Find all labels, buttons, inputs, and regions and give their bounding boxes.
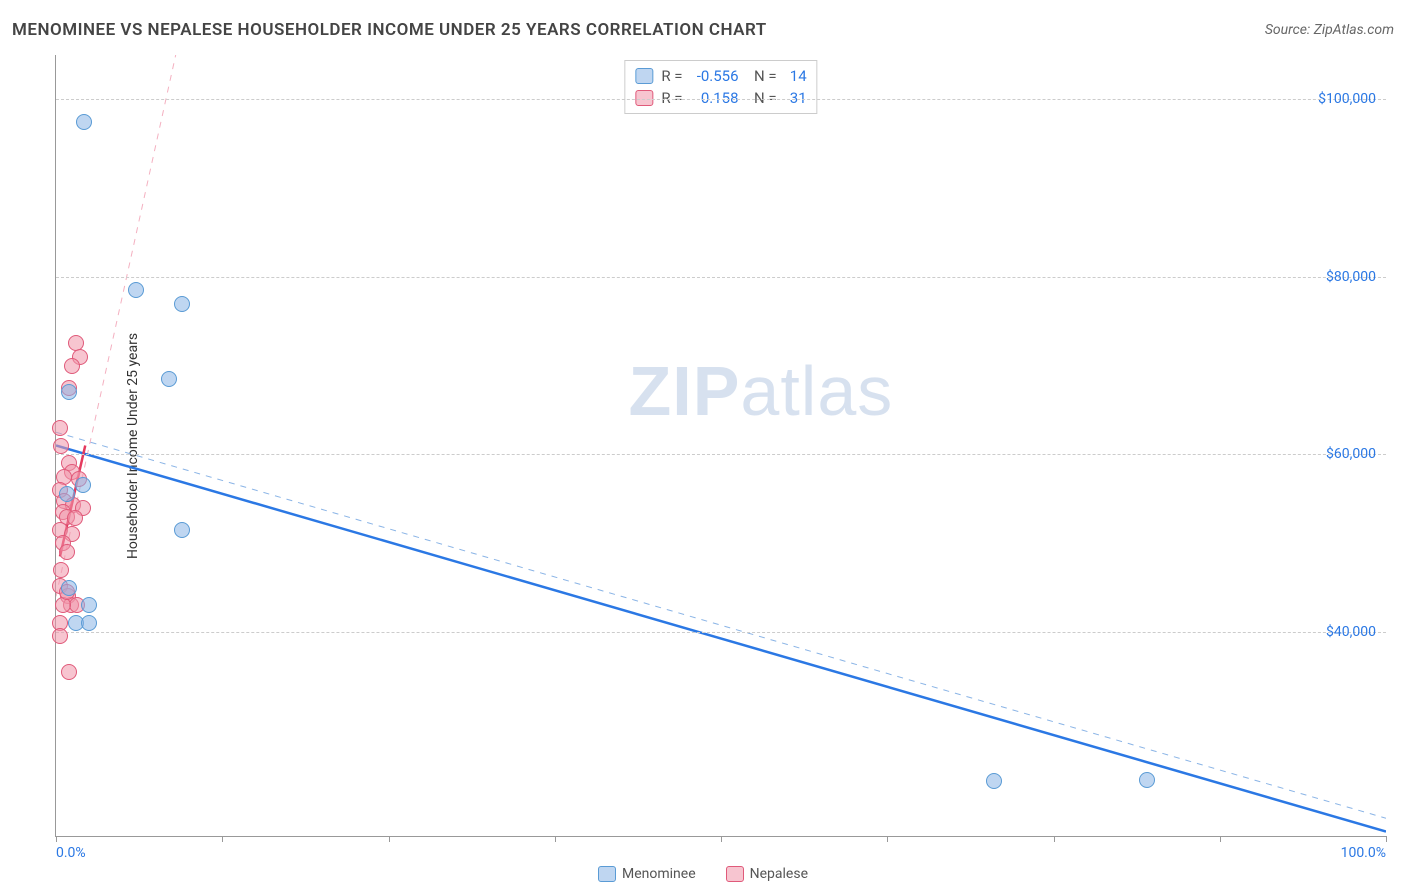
legend-label: Menominee xyxy=(622,866,696,882)
data-point-nepalese xyxy=(67,510,83,526)
data-point-nepalese xyxy=(61,664,77,680)
data-point-nepalese xyxy=(53,438,69,454)
x-tick-mark xyxy=(555,836,556,842)
data-point-menominee xyxy=(1139,772,1155,788)
stats-row-menominee: R = -0.556 N = 14 xyxy=(635,65,806,87)
x-tick-label: 100.0% xyxy=(1341,845,1386,861)
data-point-nepalese xyxy=(52,628,68,644)
source-label: Source: ZipAtlas.com xyxy=(1265,22,1394,38)
data-point-nepalese xyxy=(52,420,68,436)
gridline xyxy=(56,99,1386,100)
data-point-menominee xyxy=(174,522,190,538)
bottom-legend: Menominee Nepalese xyxy=(598,866,808,882)
x-tick-label: 0.0% xyxy=(56,845,86,861)
y-tick-label: $60,000 xyxy=(1326,446,1376,462)
n-value-menominee: 14 xyxy=(785,67,807,85)
data-point-menominee xyxy=(128,282,144,298)
data-point-menominee xyxy=(81,597,97,613)
plot-region: ZIPatlas R = -0.556 N = 14 R = 0.158 N =… xyxy=(55,55,1386,837)
watermark: ZIPatlas xyxy=(629,351,894,431)
x-tick-mark xyxy=(222,836,223,842)
data-point-nepalese xyxy=(59,544,75,560)
gridline xyxy=(56,277,1386,278)
x-tick-mark xyxy=(56,836,57,842)
chart-area: Householder Income Under 25 years ZIPatl… xyxy=(55,55,1386,837)
chart-title: MENOMINEE VS NEPALESE HOUSEHOLDER INCOME… xyxy=(12,20,767,40)
r-value-menominee: -0.556 xyxy=(691,67,739,85)
swatch-icon xyxy=(726,866,744,882)
x-tick-mark xyxy=(887,836,888,842)
y-tick-label: $40,000 xyxy=(1326,624,1376,640)
legend-menominee: Menominee xyxy=(598,866,696,882)
data-point-menominee xyxy=(75,477,91,493)
x-tick-mark xyxy=(389,836,390,842)
data-point-menominee xyxy=(61,580,77,596)
r-value-nepalese: 0.158 xyxy=(691,89,739,107)
legend-label: Nepalese xyxy=(750,866,808,882)
swatch-nepalese xyxy=(635,90,653,106)
data-point-menominee xyxy=(81,615,97,631)
gridline xyxy=(56,454,1386,455)
gridline xyxy=(56,632,1386,633)
swatch-menominee xyxy=(635,68,653,84)
data-point-menominee xyxy=(76,114,92,130)
x-tick-mark xyxy=(1054,836,1055,842)
data-point-menominee xyxy=(61,384,77,400)
stats-row-nepalese: R = 0.158 N = 31 xyxy=(635,87,806,109)
data-point-menominee xyxy=(174,296,190,312)
x-tick-mark xyxy=(1386,836,1387,842)
y-tick-label: $80,000 xyxy=(1326,269,1376,285)
data-point-nepalese xyxy=(53,562,69,578)
swatch-icon xyxy=(598,866,616,882)
stats-legend: R = -0.556 N = 14 R = 0.158 N = 31 xyxy=(624,60,817,114)
data-point-menominee xyxy=(986,773,1002,789)
trend-lines xyxy=(56,55,1386,836)
x-tick-mark xyxy=(1220,836,1221,842)
legend-nepalese: Nepalese xyxy=(726,866,808,882)
x-tick-mark xyxy=(721,836,722,842)
y-tick-label: $100,000 xyxy=(1318,91,1376,107)
data-point-nepalese xyxy=(64,358,80,374)
data-point-menominee xyxy=(59,486,75,502)
n-value-nepalese: 31 xyxy=(785,89,807,107)
data-point-menominee xyxy=(161,371,177,387)
